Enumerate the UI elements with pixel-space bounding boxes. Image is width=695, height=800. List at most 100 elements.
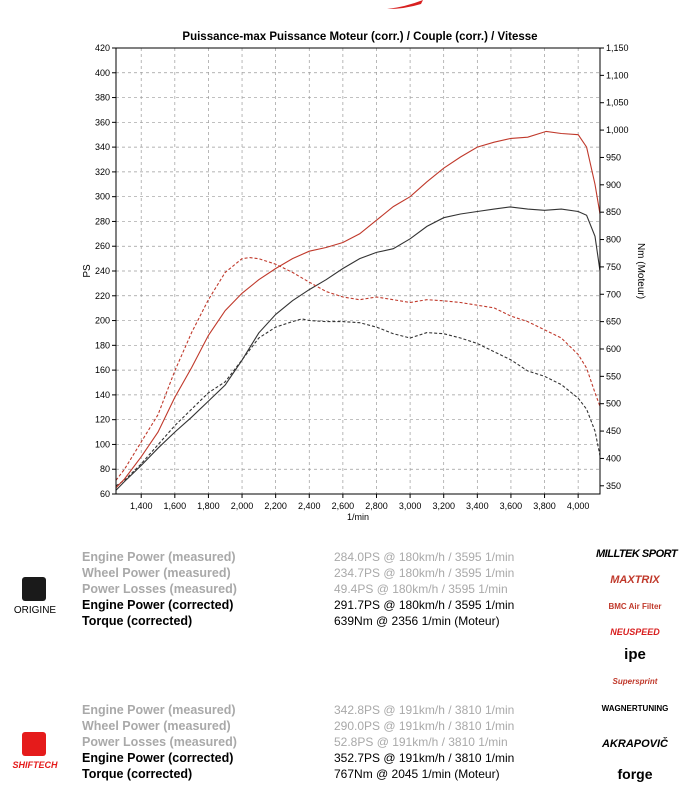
row-label: Engine Power (measured) [82,703,236,717]
y-left-tick-label: 300 [95,192,110,202]
y-right-tick-label: 500 [606,399,621,409]
series-line-2 [115,130,601,489]
x-tick-label: 1,400 [130,501,153,511]
y-right-tick-label: 450 [606,426,621,436]
y-right-tick-label: 350 [606,481,621,491]
origine-color-swatch [22,577,46,601]
y-right-tick-label: 1,000 [606,125,629,135]
y-left-tick-label: 340 [95,142,110,152]
row-value: 234.7PS @ 180km/h / 3595 1/min [334,566,515,580]
row-value: 52.8PS @ 191km/h / 3810 1/min [334,735,508,749]
row-value: 284.0PS @ 180km/h / 3595 1/min [334,550,515,564]
logo-ipe: ipe [624,646,646,663]
logo-neuspeed: NEUSPEED [610,627,660,637]
series-line-3 [115,257,601,481]
y-right-tick-label: 1,050 [606,98,629,108]
y-right-tick-label: 1,100 [606,70,629,80]
x-tick-label: 4,000 [567,501,590,511]
y-left-tick-label: 320 [95,167,110,177]
logo-supersprint: Supersprint [612,677,658,686]
y-left-tick-label: 140 [95,390,110,400]
y-left-tick-label: 200 [95,316,110,326]
x-tick-label: 3,200 [432,501,455,511]
x-axis-label: 1/min [347,512,369,522]
x-ticks: 1,400 1,600 1,800 2,000 2,200 2,400 2,600 2,800… [130,494,589,511]
y-right-tick-label: 1,150 [606,43,629,53]
shiftech-swoosh-logo [387,0,423,9]
y-left-tick-label: 60 [100,489,110,499]
origine-label: ORIGINE [13,605,57,616]
x-tick-label: 2,800 [365,501,388,511]
shiftech-label: SHIFTECH [12,760,58,770]
y-right-axis-label: Nm (Moteur) [635,243,646,299]
row-label: Wheel Power (measured) [82,566,231,580]
y-left-tick-label: 240 [95,266,110,276]
x-tick-label: 3,000 [399,501,422,511]
y-right-tick-label: 850 [606,207,621,217]
y-left-tick-label: 80 [100,464,110,474]
y-left-tick-label: 360 [95,117,110,127]
series-group [115,130,601,491]
row-value: 767Nm @ 2045 1/min (Moteur) [334,767,500,781]
y-left-tick-label: 100 [95,439,110,449]
x-tick-label: 2,400 [298,501,321,511]
row-label: Torque (corrected) [82,614,193,628]
series-line-0 [115,206,601,491]
shiftech-color-swatch [22,732,46,756]
row-value: 290.0PS @ 191km/h / 3810 1/min [334,719,515,733]
y-left-tick-label: 280 [95,216,110,226]
row-value: 291.7PS @ 180km/h / 3595 1/min [334,598,515,612]
y-left-tick-label: 180 [95,340,110,350]
row-label: Torque (corrected) [82,767,193,781]
row-value: 352.7PS @ 191km/h / 3810 1/min [334,751,515,765]
y-right-tick-label: 650 [606,317,621,327]
grid [116,47,600,495]
x-tick-label: 2,200 [264,501,287,511]
chart-title: Puissance-max Puissance Moteur (corr.) /… [182,31,537,43]
legend-shiftech: SHIFTECH Engine Power (measured) 342.8PS… [0,698,695,788]
x-tick-label: 1,600 [164,501,187,511]
x-tick-label: 1,800 [197,501,220,511]
y-left-tick-label: 260 [95,241,110,251]
logo-maxtrix: MAXTRIX [610,574,660,586]
row-value: 49.4PS @ 180km/h / 3595 1/min [334,582,508,596]
row-label: Engine Power (corrected) [82,598,234,612]
row-value: 342.8PS @ 191km/h / 3810 1/min [334,703,515,717]
logo-akrapovic: AKRAPOVIČ [601,738,668,750]
logo-wagnertuning: WAGNERTUNING [601,704,669,713]
row-value: 639Nm @ 2356 1/min (Moteur) [334,614,500,628]
x-tick-label: 3,800 [533,501,556,511]
y-left-tick-label: 380 [95,93,110,103]
y-left-tick-label: 220 [95,291,110,301]
x-tick-label: 2,600 [332,501,355,511]
y-right-tick-label: 950 [606,152,621,162]
y-right-tick-label: 550 [606,371,621,381]
y-right-tick-label: 600 [606,344,621,354]
y-right-tick-label: 400 [606,453,621,463]
series-line-1 [115,318,601,487]
x-tick-label: 3,600 [500,501,523,511]
y-right-tick-label: 700 [606,289,621,299]
y-right-tick-label: 750 [606,262,621,272]
y-right-tick-label: 800 [606,235,621,245]
x-tick-label: 2,000 [231,501,254,511]
dyno-chart: Puissance-max Puissance Moteur (corr.) /… [82,31,646,522]
y-left-tick-label: 120 [95,415,110,425]
row-label: Power Losses (measured) [82,582,237,596]
y-left-tick-label: 160 [95,365,110,375]
legend-origine: ORIGINE Engine Power (measured) 284.0PS … [0,545,695,635]
y-left-axis-label: PS [82,264,93,278]
y-left-ticks: 60 80 100 120 140 160 180 200 220 240 260 280 300 320… [95,43,116,499]
logo-bmc: BMC Air Filter [608,602,662,611]
y-left-tick-label: 400 [95,68,110,78]
logo-milltek: MILLTEK SPORT [596,548,678,560]
logo-forge: forge [617,766,653,782]
x-tick-label: 3,400 [466,501,489,511]
y-right-tick-label: 900 [606,180,621,190]
row-label: Power Losses (measured) [82,735,237,749]
row-label: Wheel Power (measured) [82,719,231,733]
y-right-ticks: 350 400 450 500 550 600 650 700 750 800 850 900 950 1… [600,43,629,491]
y-left-tick-label: 420 [95,43,110,53]
row-label: Engine Power (measured) [82,550,236,564]
row-label: Engine Power (corrected) [82,751,234,765]
